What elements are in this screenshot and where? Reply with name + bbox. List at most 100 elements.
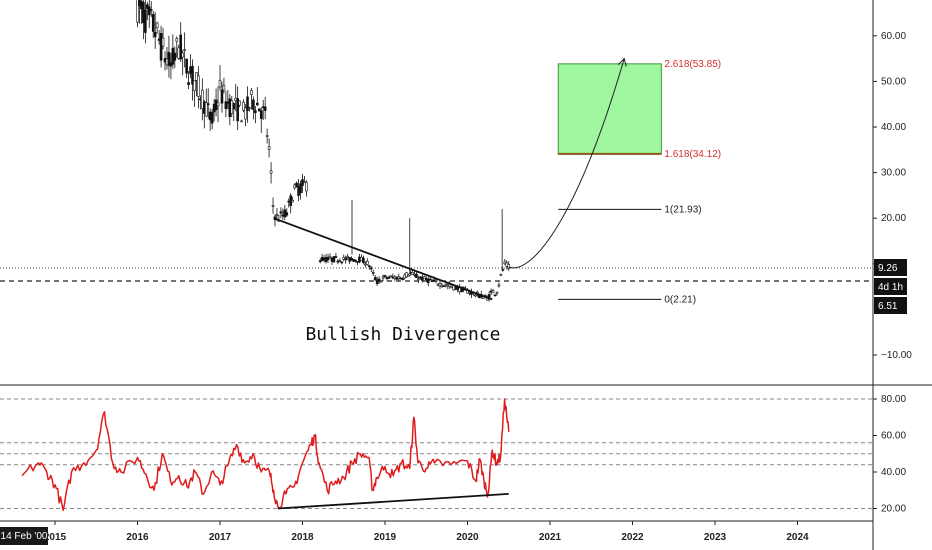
candle-body (362, 257, 365, 263)
candle-body (389, 275, 393, 278)
countdown-badge-box (874, 278, 907, 295)
candle-body (206, 103, 210, 105)
candle-body (275, 214, 279, 217)
candle-body (279, 211, 283, 214)
projection-arrow (508, 57, 627, 269)
candle-body (340, 261, 344, 264)
indicator-tick-label: 60.00 (881, 431, 906, 442)
candle-body (428, 278, 432, 281)
candle-body (371, 272, 375, 274)
candle-body (426, 279, 430, 284)
candle-body (187, 82, 190, 85)
candle-body (193, 80, 196, 91)
candle-body (495, 292, 499, 294)
divergence-annotation: Bullish Divergence (305, 324, 500, 345)
candle-body (434, 279, 438, 282)
candle-body (291, 199, 294, 203)
candle-body (220, 89, 224, 104)
candle-body (185, 58, 188, 74)
candle-body (179, 34, 183, 60)
candle-body (216, 102, 220, 107)
candle-body (204, 102, 208, 117)
candle-body (259, 110, 263, 119)
fib-levels: 2.618(53.85) 1.618(34.12) 1(21.93) 0(2.21) (558, 59, 721, 305)
time-tick-label: 2024 (786, 532, 809, 543)
fib-target-zone (557, 63, 662, 155)
target-zone-box (557, 63, 662, 155)
candle-body (257, 108, 261, 112)
candle-body (332, 256, 336, 263)
countdown-badge: 4d 1h (878, 282, 903, 293)
candle-body (411, 272, 414, 275)
time-tick-label: 2017 (209, 532, 232, 543)
candle-body (401, 278, 404, 281)
candle-body (149, 9, 153, 11)
time-tick-label: 2022 (621, 532, 644, 543)
candle-body (415, 273, 418, 279)
candle-body (305, 182, 308, 192)
time-axis[interactable]: 2015 2016 2017 2018 2019 2020 2021 2022 2023 2024… (0, 521, 809, 545)
candle-body (383, 275, 387, 277)
indicator-line[interactable] (21, 398, 510, 512)
time-cursor-badge (0, 527, 48, 545)
candle-body (246, 96, 249, 111)
projection-arrowhead (617, 57, 627, 67)
fib-label: 2.618(53.85) (664, 59, 721, 70)
candle-body (499, 273, 503, 276)
candle-body (491, 290, 495, 294)
candle-body (181, 52, 184, 58)
price-tick-label: −10.00 (881, 350, 912, 361)
candle-body (474, 294, 477, 297)
indicator-trendline (277, 493, 509, 510)
indicator-axis[interactable]: 80.00 60.00 40.00 20.00 (873, 394, 906, 515)
candle-body (507, 264, 511, 269)
candle-body (191, 65, 194, 85)
candle-body (381, 276, 385, 279)
time-tick-label: 2019 (374, 532, 397, 543)
candle-body (344, 257, 348, 261)
price-trendline (273, 217, 493, 301)
candle-body (197, 75, 200, 97)
candle-body (155, 22, 159, 29)
candle-body (244, 107, 247, 120)
price-tick-label: 50.00 (881, 76, 906, 87)
candle-body (242, 101, 245, 111)
fib-label: 0(2.21) (664, 294, 696, 305)
candle-body (175, 38, 179, 42)
candle-body (267, 146, 271, 150)
price-trendline-segment (273, 217, 493, 301)
fib-label: 1.618(34.12) (664, 149, 721, 160)
candle-body (153, 32, 157, 38)
candle-body (497, 284, 501, 287)
candle-body (232, 103, 236, 110)
time-tick-label: 2018 (291, 532, 314, 543)
candle-body (159, 33, 163, 61)
candle-body (328, 256, 332, 259)
candle-body (224, 101, 228, 109)
candle-body (417, 278, 420, 281)
candle-body (252, 99, 255, 110)
candle-body (501, 269, 505, 271)
indicator-tick-label: 80.00 (881, 394, 906, 405)
candle-body (366, 260, 369, 265)
candle-body (407, 274, 410, 277)
indicator-grid (0, 398, 873, 509)
candle-body (326, 256, 330, 260)
candle-body (144, 9, 147, 33)
dashed-level-badge-box (874, 297, 907, 314)
candle-body (338, 260, 342, 262)
fib-label: 1(21.93) (664, 204, 701, 215)
candle-body (222, 85, 226, 91)
current-price-badge-box (874, 259, 907, 276)
price-tick-label: 30.00 (881, 168, 906, 179)
candle-body (369, 267, 373, 270)
price-tick-label: 40.00 (881, 122, 906, 133)
indicator-series-line (21, 398, 510, 512)
candle-body (493, 294, 497, 297)
time-tick-label: 2020 (456, 532, 479, 543)
candle-body (377, 278, 381, 282)
candle-body (318, 260, 322, 263)
candle-body (183, 49, 186, 51)
